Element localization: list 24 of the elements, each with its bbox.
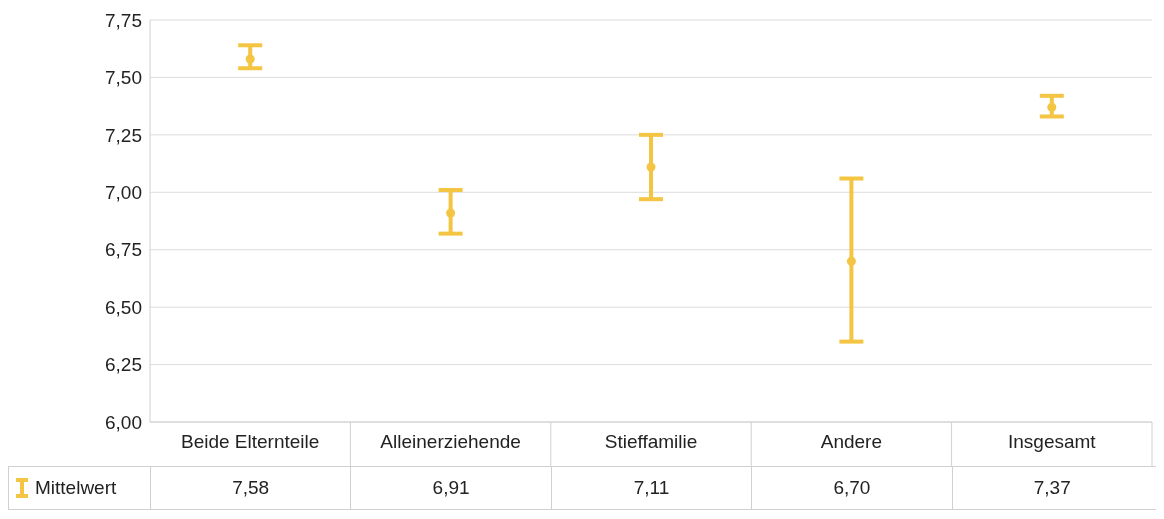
y-tick-label: 6,75 — [105, 239, 142, 261]
data-label: 6,70 — [751, 467, 952, 509]
point — [846, 256, 856, 266]
x-tick-label: Andere — [820, 431, 883, 452]
data-label: 7,58 — [150, 467, 351, 509]
x-tick-label: Beide Elternteile — [181, 431, 320, 452]
point — [446, 208, 456, 218]
y-tick-label: 7,25 — [105, 124, 142, 146]
data-label: 6,91 — [350, 467, 551, 509]
x-tick-label: Alleinerziehende — [380, 431, 521, 452]
y-tick-label: 7,00 — [105, 182, 142, 204]
y-tick-label: 7,75 — [105, 9, 142, 31]
y-tick-label: 6,00 — [105, 411, 142, 433]
y-tick-label: 6,25 — [105, 354, 142, 376]
point — [646, 162, 656, 172]
y-tick-label: 7,50 — [105, 67, 142, 89]
x-tick-label: Insgesamt — [1007, 431, 1097, 452]
legend-label: Mittelwert — [35, 477, 117, 499]
point — [245, 54, 255, 64]
x-tick-label: Stieffamilie — [604, 431, 698, 452]
data-label: 7,37 — [951, 467, 1152, 509]
point — [1047, 102, 1057, 112]
y-tick-label: 6,50 — [105, 296, 142, 318]
data-label: 7,11 — [550, 467, 752, 509]
